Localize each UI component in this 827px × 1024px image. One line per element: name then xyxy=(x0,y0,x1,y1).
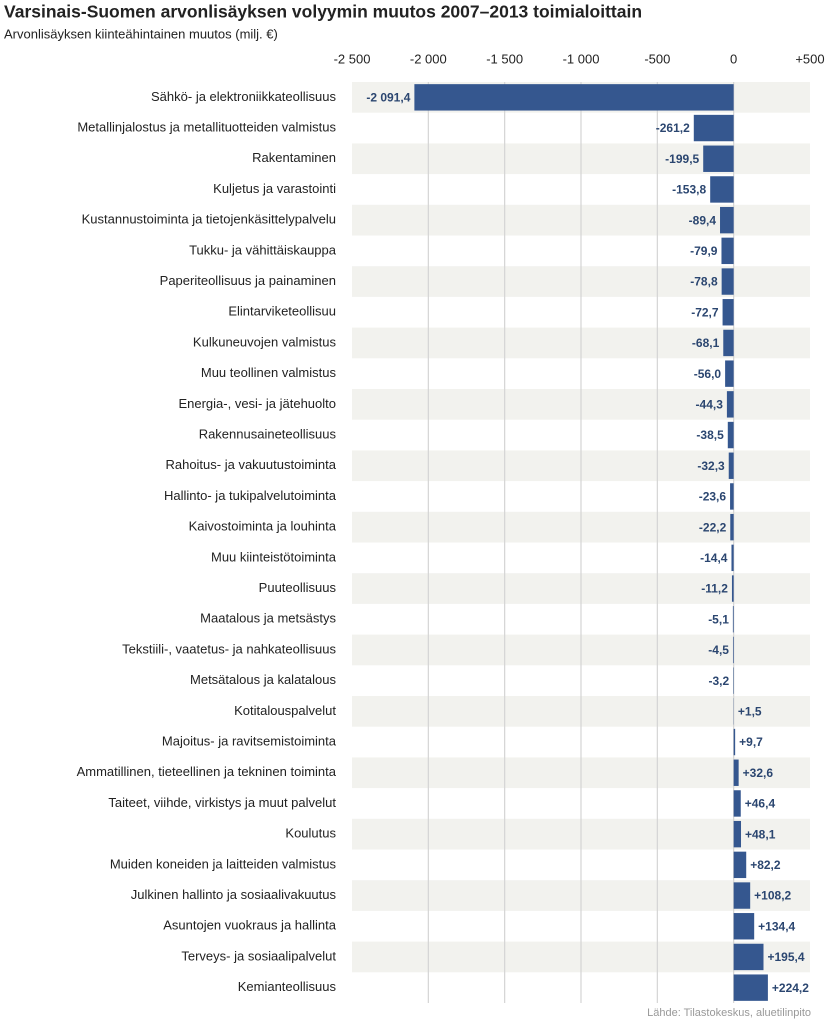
bar xyxy=(727,421,734,449)
value-label: +108,2 xyxy=(754,889,791,903)
value-label: -44,3 xyxy=(696,398,724,412)
category-label: Tukku- ja vähittäiskauppa xyxy=(189,242,337,257)
category-label: Puuteollisuus xyxy=(259,580,337,595)
category-label: Asuntojen vuokraus ja hallinta xyxy=(163,918,336,933)
value-label: +1,5 xyxy=(738,705,762,719)
bar xyxy=(733,943,764,971)
value-label: -5,1 xyxy=(708,612,729,626)
value-label: -3,2 xyxy=(708,674,729,688)
x-tick-label: -1 000 xyxy=(563,51,600,66)
bar xyxy=(730,483,734,510)
bar xyxy=(731,544,734,572)
value-label: -23,6 xyxy=(699,490,727,504)
bar xyxy=(725,360,734,387)
category-label: Sähkö- ja elektroniikkateollisuus xyxy=(151,89,336,104)
bar xyxy=(733,974,768,1001)
value-label: -153,8 xyxy=(672,183,706,197)
bar xyxy=(733,820,742,848)
value-label: -72,7 xyxy=(691,305,719,319)
value-label: -14,4 xyxy=(700,551,728,565)
category-label: Muu teollinen valmistus xyxy=(201,365,337,380)
category-label: Metallinjalostus ja metallituotteiden va… xyxy=(77,119,336,134)
category-label: Julkinen hallinto ja sosiaalivakuutus xyxy=(131,887,337,902)
value-label: +195,4 xyxy=(767,950,804,964)
category-label: Rahoitus- ja vakuutustoiminta xyxy=(165,457,336,472)
category-label: Muiden koneiden ja laitteiden valmistus xyxy=(110,856,337,871)
bar xyxy=(732,606,734,633)
value-label: -261,2 xyxy=(656,121,690,135)
category-label: Majoitus- ja ravitsemistoiminta xyxy=(162,733,337,748)
category-label: Rakennusaineteollisuus xyxy=(199,426,337,441)
value-label: -11,2 xyxy=(701,582,728,596)
x-tick-label: -500 xyxy=(644,51,670,66)
value-label: +9,7 xyxy=(739,735,763,749)
value-label: -78,8 xyxy=(690,275,718,289)
value-label: -68,1 xyxy=(692,336,720,350)
bar xyxy=(733,790,741,817)
category-label: Kemianteollisuus xyxy=(238,979,337,994)
value-label: +46,4 xyxy=(745,797,776,811)
category-label: Muu kiinteistötoiminta xyxy=(211,549,337,564)
bar xyxy=(731,575,734,602)
value-label: -32,3 xyxy=(697,459,725,473)
category-label: Energia-, vesi- ja jätehuolto xyxy=(178,396,336,411)
bar xyxy=(733,913,755,940)
bar xyxy=(730,513,734,541)
category-label: Rakentaminen xyxy=(252,150,336,165)
value-label: +82,2 xyxy=(750,858,781,872)
value-label: +48,1 xyxy=(745,827,776,841)
source-note: Lähde: Tilastokeskus, aluetilinpito xyxy=(647,1007,811,1019)
category-label: Ammatillinen, tieteellinen ja tekninen t… xyxy=(77,764,337,779)
bar xyxy=(733,728,736,756)
bar xyxy=(710,176,734,203)
category-label: Tekstiili-, vaatetus- ja nahkateollisuus xyxy=(122,641,336,656)
chart-title: Varsinais-Suomen arvonlisäyksen volyymin… xyxy=(4,2,642,22)
value-label: +224,2 xyxy=(772,981,809,995)
bar xyxy=(733,851,747,879)
bar xyxy=(733,759,739,786)
bar xyxy=(693,114,734,142)
bar xyxy=(721,237,734,265)
x-tick-label: -2 500 xyxy=(334,51,371,66)
value-label: -22,2 xyxy=(699,520,727,534)
bar xyxy=(720,206,734,234)
bar xyxy=(722,299,734,326)
value-label: -38,5 xyxy=(696,428,724,442)
value-label: -2 091,4 xyxy=(366,91,410,105)
category-label: Koulutus xyxy=(285,826,336,841)
bar xyxy=(728,452,734,479)
category-label: Terveys- ja sosiaalipalvelut xyxy=(181,948,336,963)
category-label: Kustannustoiminta ja tietojenkäsittelypa… xyxy=(82,212,336,227)
bar xyxy=(703,145,734,172)
value-label: -4,5 xyxy=(708,643,729,657)
chart-subtitle: Arvonlisäyksen kiinteähintainen muutos (… xyxy=(4,26,278,41)
x-tick-label: 0 xyxy=(730,51,737,66)
value-label: -56,0 xyxy=(694,367,722,381)
category-label: Paperiteollisuus ja painaminen xyxy=(160,273,336,288)
x-tick-label: +500 xyxy=(795,51,824,66)
value-label: -89,4 xyxy=(689,213,717,227)
bar xyxy=(721,268,734,295)
category-label: Kuljetus ja varastointi xyxy=(213,181,336,196)
bar xyxy=(733,882,751,909)
category-label: Kotitalouspalvelut xyxy=(234,703,336,718)
bar xyxy=(732,636,734,664)
category-label: Kaivostoiminta ja louhinta xyxy=(189,519,337,534)
category-label: Taiteet, viihde, virkistys ja muut palve… xyxy=(108,795,336,810)
value-label: -79,9 xyxy=(690,244,718,258)
bar xyxy=(414,84,734,111)
category-label: Hallinto- ja tukipalvelutoiminta xyxy=(164,488,337,503)
x-tick-label: -1 500 xyxy=(486,51,523,66)
value-label: +32,6 xyxy=(743,766,774,780)
bar xyxy=(726,391,734,418)
x-tick-label: -2 000 xyxy=(410,51,447,66)
bar xyxy=(723,329,734,357)
value-label: -199,5 xyxy=(665,152,699,166)
category-label: Metsätalous ja kalatalous xyxy=(190,672,336,687)
category-label: Elintarviketeollisuu xyxy=(228,304,336,319)
value-label: +134,4 xyxy=(758,919,795,933)
category-label: Maatalous ja metsästys xyxy=(200,611,336,626)
category-label: Kulkuneuvojen valmistus xyxy=(193,334,337,349)
